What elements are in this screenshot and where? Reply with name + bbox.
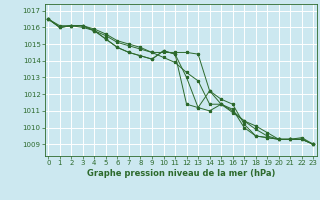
X-axis label: Graphe pression niveau de la mer (hPa): Graphe pression niveau de la mer (hPa) [87,169,275,178]
